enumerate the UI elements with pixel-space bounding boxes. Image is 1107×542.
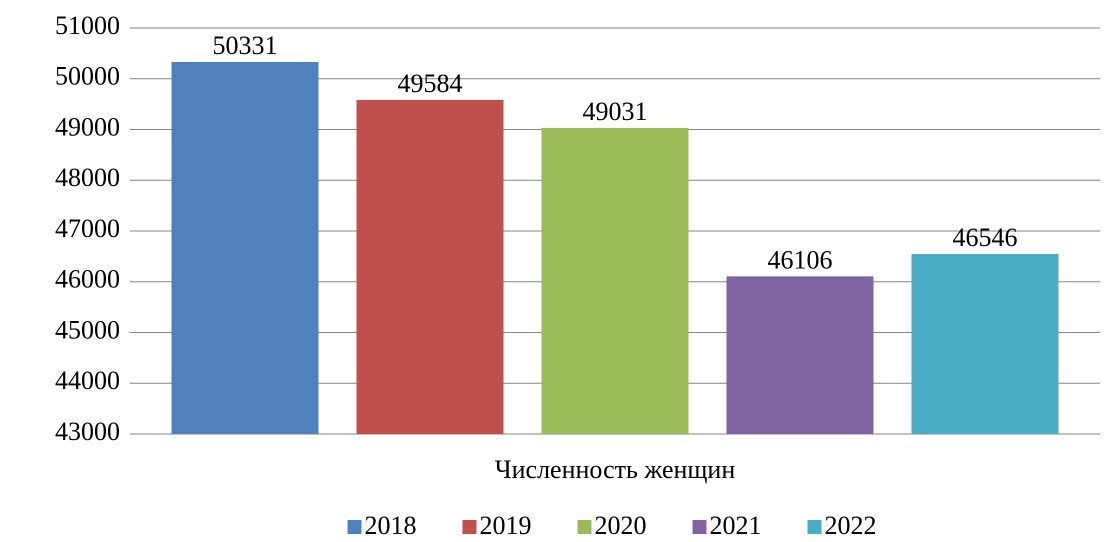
y-tick-label: 51000	[55, 11, 120, 40]
data-label: 49031	[583, 97, 648, 126]
x-tick-label: Численность женщин	[495, 455, 736, 484]
bar	[541, 127, 689, 434]
y-tick-label: 45000	[55, 315, 120, 344]
legend-label: 2021	[710, 511, 762, 540]
bar	[911, 254, 1059, 434]
legend-label: 2022	[825, 511, 877, 540]
y-tick-label: 44000	[55, 366, 120, 395]
bar	[356, 99, 504, 434]
legend-swatch	[462, 520, 477, 534]
legend-label: 2018	[365, 511, 417, 540]
legend-swatch	[807, 520, 822, 534]
bar	[726, 276, 874, 434]
y-tick-label: 43000	[55, 417, 120, 446]
legend-label: 2020	[595, 511, 647, 540]
y-tick-label: 48000	[55, 163, 120, 192]
legend-swatch	[577, 520, 592, 534]
y-tick-label: 47000	[55, 214, 120, 243]
y-tick-label: 50000	[55, 62, 120, 91]
data-label: 49584	[398, 69, 463, 98]
data-label: 50331	[213, 31, 278, 60]
y-tick-label: 46000	[55, 265, 120, 294]
bar	[171, 61, 319, 434]
data-label: 46546	[953, 223, 1018, 252]
y-tick-label: 49000	[55, 112, 120, 141]
data-label: 46106	[768, 245, 833, 274]
legend-swatch	[347, 520, 362, 534]
legend-swatch	[692, 520, 707, 534]
legend-label: 2019	[480, 511, 532, 540]
